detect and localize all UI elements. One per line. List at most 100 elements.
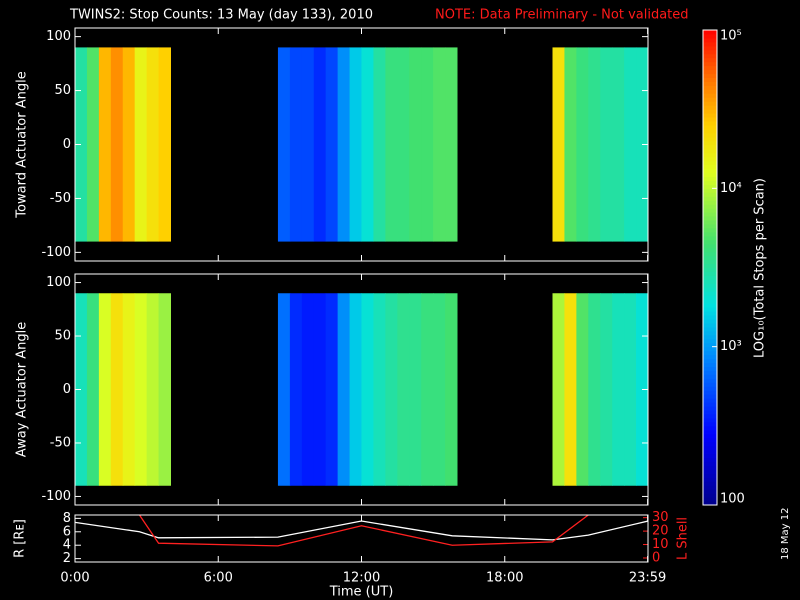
colorbar-swatch — [703, 497, 717, 502]
colorbar-swatch — [703, 57, 717, 63]
y2-tick-label: 20 — [652, 524, 669, 539]
colorbar-swatch — [703, 85, 717, 90]
x-axis-label: Time (UT) — [329, 585, 394, 600]
colorbar-swatch — [703, 311, 717, 316]
colorbar-swatch — [703, 140, 717, 146]
heat-cell — [552, 293, 565, 486]
y-tick-label: 100 — [46, 29, 71, 44]
x-tick-label: 6:00 — [204, 571, 233, 586]
colorbar-swatch — [703, 30, 717, 35]
colorbar-swatch — [703, 152, 717, 158]
colorbar-swatch — [703, 33, 717, 39]
y-tick-label: -100 — [41, 245, 71, 260]
y-axis-label: Away Actuator Angle — [15, 322, 30, 457]
colorbar-swatch — [703, 275, 717, 280]
colorbar-swatch — [703, 481, 717, 486]
colorbar-swatch — [703, 338, 717, 344]
colorbar-swatch — [703, 61, 717, 67]
heat-cell — [433, 293, 446, 486]
colorbar-swatch — [703, 192, 717, 197]
colorbar-swatch — [703, 235, 717, 241]
colorbar-swatch — [703, 263, 717, 268]
heat-cell — [325, 293, 339, 486]
heat-cell — [325, 47, 339, 242]
heat-cell — [409, 293, 422, 486]
series-line — [138, 515, 589, 547]
colorbar-swatch — [703, 97, 717, 102]
heat-cell — [600, 293, 613, 486]
colorbar-swatch — [703, 465, 717, 470]
colorbar-swatch — [703, 160, 717, 166]
colorbar-swatch — [703, 437, 717, 443]
colorbar-swatch — [703, 37, 717, 43]
colorbar-swatch — [703, 362, 717, 367]
heat-cell — [564, 47, 577, 242]
colorbar-swatch — [703, 231, 717, 237]
colorbar-swatch — [703, 251, 717, 257]
heat-cell — [158, 47, 171, 242]
y-tick-label: -50 — [50, 191, 71, 206]
x-tick-label: 18:00 — [486, 571, 523, 586]
date-stamp: 18 May 12 — [780, 508, 791, 560]
colorbar-swatch — [703, 445, 717, 451]
y-tick-label: 100 — [46, 275, 71, 290]
heat-cell — [301, 293, 315, 486]
y-tick-label: 50 — [54, 83, 71, 98]
colorbar-swatch — [703, 330, 717, 336]
heat-cell — [445, 293, 458, 486]
heat-cell — [301, 47, 315, 242]
colorbar-swatch — [703, 105, 717, 110]
colorbar-swatch — [703, 148, 717, 154]
y-tick-label: 2 — [63, 551, 71, 566]
colorbar-swatch — [703, 402, 717, 407]
colorbar-swatch — [703, 291, 717, 296]
colorbar-swatch — [703, 223, 717, 229]
series-line — [75, 520, 648, 541]
heat-cell — [397, 293, 410, 486]
colorbar-swatch — [703, 493, 717, 498]
colorbar-tick-label: 10⁵ — [720, 29, 742, 44]
y-tick-label: 0 — [63, 137, 71, 152]
heat-cell — [409, 47, 422, 242]
colorbar-swatch — [703, 299, 717, 304]
heat-cell — [134, 293, 148, 486]
colorbar-tick-label: 10³ — [720, 339, 742, 354]
colorbar-swatch — [703, 41, 717, 47]
heat-cell — [98, 293, 112, 486]
colorbar-swatch — [703, 334, 717, 340]
plot-area — [75, 515, 648, 547]
colorbar-frame — [702, 29, 718, 506]
colorbar-swatch — [703, 469, 717, 474]
colorbar-swatch — [703, 366, 717, 371]
colorbar-swatch — [703, 287, 717, 292]
colorbar-swatch — [703, 45, 717, 51]
heat-cell — [337, 293, 351, 486]
heat-cell — [337, 47, 351, 242]
colorbar-swatch — [703, 73, 717, 78]
colorbar-swatch — [703, 89, 717, 94]
heat-cell — [433, 47, 446, 242]
colorbar-swatch — [703, 121, 717, 126]
heat-cell — [75, 47, 88, 242]
note: NOTE: Data Preliminary - Not validated — [435, 8, 689, 23]
colorbar-swatch — [703, 101, 717, 106]
heat-cell — [445, 47, 458, 242]
colorbar-swatch — [703, 216, 717, 221]
heat-cell — [146, 293, 160, 486]
colorbar-swatch — [703, 354, 717, 360]
heat-cell — [421, 293, 434, 486]
colorbar-swatch — [703, 227, 717, 233]
colorbar-swatch — [703, 453, 717, 458]
heat-cell — [612, 47, 625, 242]
colorbar-swatch — [703, 65, 717, 71]
heat-cell — [277, 293, 291, 486]
colorbar-swatch — [703, 485, 717, 490]
heat-cell — [588, 47, 601, 242]
colorbar-swatch — [703, 283, 717, 288]
y-tick-label: 8 — [63, 511, 71, 526]
colorbar-swatch — [703, 342, 717, 348]
y-axis-label: Toward Actuator Angle — [15, 71, 30, 218]
heat-cell — [612, 293, 625, 486]
colorbar-swatch — [703, 394, 717, 399]
colorbar-swatch — [703, 303, 717, 308]
